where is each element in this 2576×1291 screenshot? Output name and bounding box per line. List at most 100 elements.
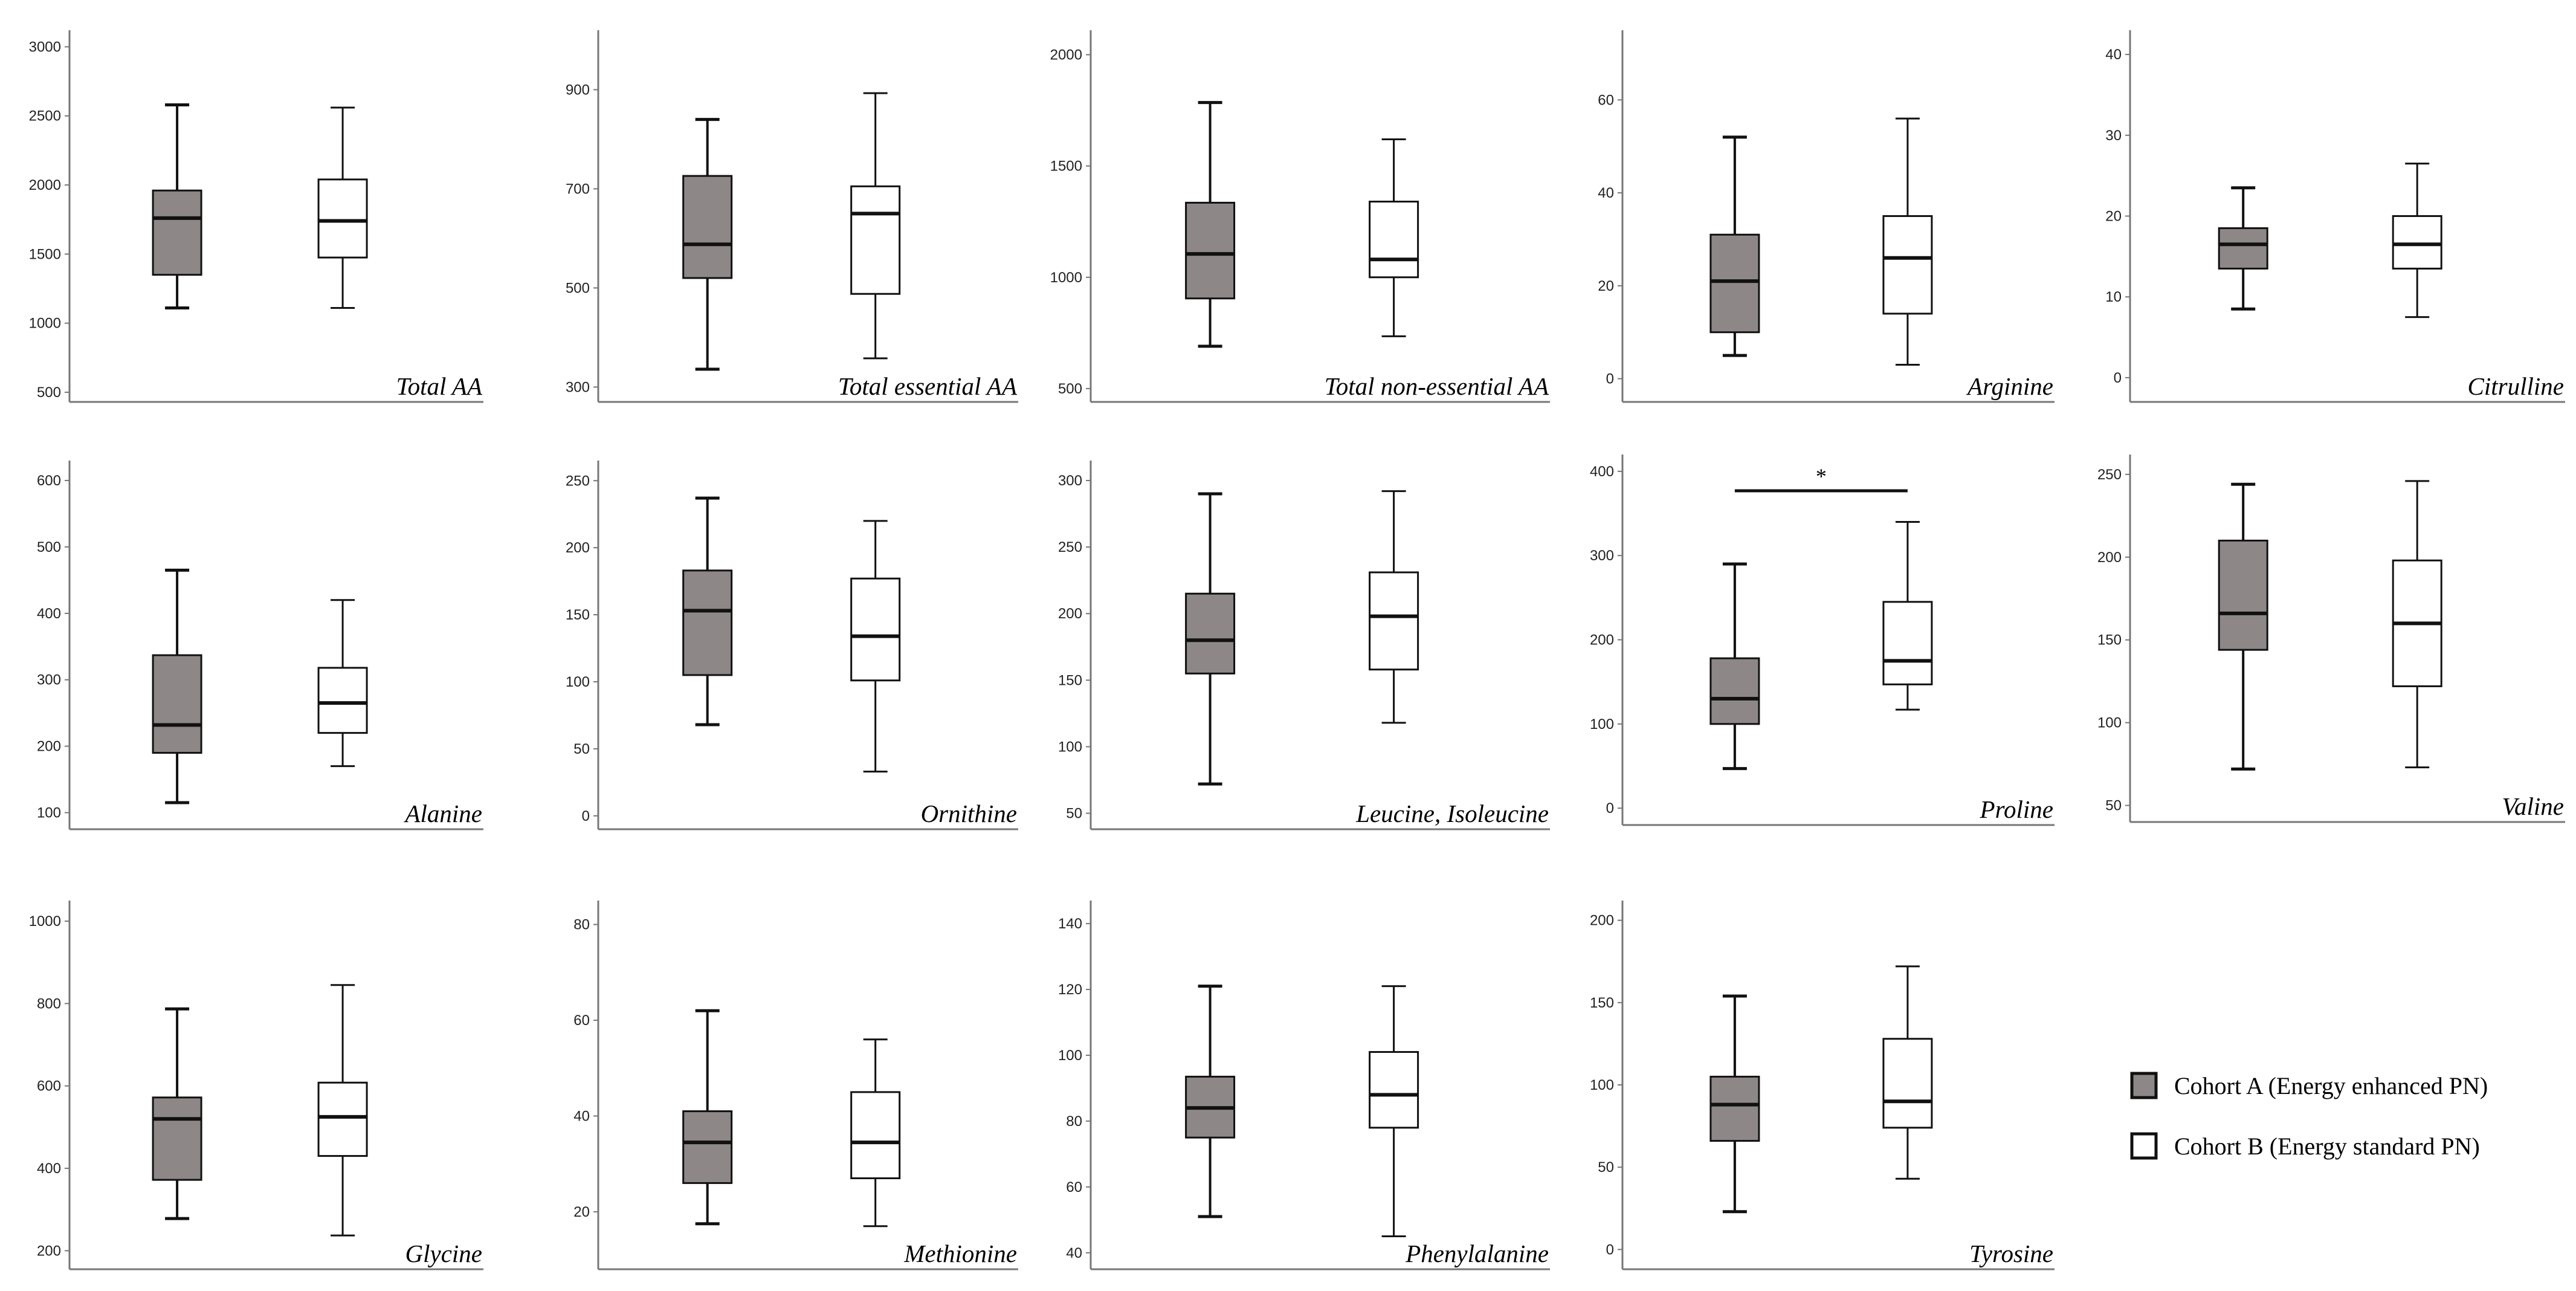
box-iqr xyxy=(682,175,733,279)
box-cohort-a xyxy=(1185,492,1236,786)
box-iqr xyxy=(1369,201,1419,279)
panel-ornithine: 0 50 100 150 200 250 Ornithine xyxy=(566,461,1018,830)
panel-title: Alanine xyxy=(403,800,482,827)
panel-title: Arginine xyxy=(1966,372,2053,400)
y-tick-label: 250 xyxy=(2097,467,2122,483)
y-tick-label: 40 xyxy=(1598,185,1614,201)
y-tick-label: 0 xyxy=(582,808,590,824)
y-tick-label: 500 xyxy=(566,280,590,296)
y-tick-label: 500 xyxy=(37,384,61,401)
y-tick-label: 100 xyxy=(2097,715,2122,731)
y-tick-label: 400 xyxy=(1590,464,1614,480)
y-tick-label: 150 xyxy=(1058,672,1082,688)
y-tick-label: 300 xyxy=(1590,548,1614,564)
y-tick-label: 100 xyxy=(566,674,590,690)
panel-title: Ornithine xyxy=(921,800,1017,827)
panel-total-aa: 500 1000 1500 2000 2500 3000 Total AA xyxy=(29,30,483,403)
y-tick-label: 200 xyxy=(2097,549,2122,566)
y-tick-label: 50 xyxy=(1598,1159,1614,1176)
y-tick-label: 400 xyxy=(37,1160,61,1177)
legend-swatch-cohort-b xyxy=(2130,1132,2158,1160)
y-tick-label: 40 xyxy=(573,1108,590,1124)
legend-swatch-cohort-a xyxy=(2130,1072,2158,1099)
y-tick-label: 0 xyxy=(1606,371,1614,387)
box-cohort-b xyxy=(850,520,901,773)
box-iqr xyxy=(152,189,202,276)
box-iqr xyxy=(1185,201,1236,300)
panel-alanine: 100 200 300 400 500 600 Alanine xyxy=(37,461,483,830)
y-tick-label: 3000 xyxy=(29,39,61,55)
y-tick-label: 100 xyxy=(1590,1077,1614,1093)
y-tick-label: 80 xyxy=(573,917,590,933)
y-tick-label: 100 xyxy=(1058,1047,1082,1064)
panel-title: Valine xyxy=(2502,792,2564,820)
y-tick-label: 0 xyxy=(1606,1241,1614,1258)
box-iqr xyxy=(1185,592,1236,675)
y-tick-label: 20 xyxy=(1598,278,1614,294)
panel-title: Total essential AA xyxy=(838,372,1018,400)
significance-label: * xyxy=(1816,464,1827,488)
box-iqr xyxy=(1709,657,1760,725)
box-cohort-b xyxy=(850,92,901,360)
box-cohort-a xyxy=(152,568,202,804)
box-iqr xyxy=(2392,215,2442,270)
box-iqr xyxy=(850,577,901,682)
y-tick-label: 500 xyxy=(37,539,61,555)
box-iqr xyxy=(152,654,202,754)
y-tick-label: 1000 xyxy=(29,315,61,332)
panel-title: Tyrosine xyxy=(1969,1240,2053,1267)
box-cohort-b xyxy=(317,599,368,768)
box-cohort-b xyxy=(1882,965,1933,1180)
box-cohort-b xyxy=(850,1038,901,1228)
box-iqr xyxy=(317,178,368,259)
panel-title: Total AA xyxy=(396,372,483,400)
box-cohort-b xyxy=(1882,117,1933,366)
y-tick-label: 200 xyxy=(37,1243,61,1259)
y-tick-label: 50 xyxy=(1066,806,1082,822)
y-tick-label: 100 xyxy=(1590,716,1614,733)
y-tick-label: 1500 xyxy=(29,246,61,262)
panel-title: Leucine, Isoleucine xyxy=(1355,800,1549,827)
box-iqr xyxy=(1882,1038,1933,1129)
panel-citrulline: 0 10 20 30 40 Citrulline xyxy=(2105,30,2565,403)
legend: Cohort A (Energy enhanced PN) Cohort B (E… xyxy=(2130,1072,2488,1160)
y-tick-label: 600 xyxy=(37,473,61,489)
box-iqr xyxy=(1882,215,1933,315)
panel-phenylalanine: 40 60 80 100 120 140 Phenylalanine xyxy=(1058,901,1550,1270)
y-tick-label: 30 xyxy=(2105,128,2122,144)
y-tick-label: 10 xyxy=(2105,289,2122,305)
y-tick-label: 300 xyxy=(37,672,61,688)
y-tick-label: 150 xyxy=(566,607,590,623)
box-cohort-b xyxy=(2392,480,2442,769)
panel-tyrosine: 0 50 100 150 200 Tyrosine xyxy=(1590,901,2055,1270)
box-iqr xyxy=(850,185,901,295)
box-cohort-a xyxy=(682,118,733,371)
legend-label-cohort-b: Cohort B (Energy standard PN) xyxy=(2174,1133,2480,1160)
y-tick-label: 60 xyxy=(1598,92,1614,108)
y-tick-label: 0 xyxy=(1606,800,1614,817)
panel-title: Methionine xyxy=(903,1240,1017,1267)
y-tick-label: 140 xyxy=(1058,916,1082,932)
box-cohort-a xyxy=(682,496,733,726)
box-cohort-b xyxy=(1369,985,1419,1238)
y-tick-label: 250 xyxy=(1058,539,1082,555)
box-cohort-b xyxy=(317,106,368,309)
y-tick-label: 150 xyxy=(2097,632,2122,649)
box-iqr xyxy=(682,1110,733,1184)
y-tick-label: 2000 xyxy=(29,177,61,193)
box-iqr xyxy=(317,1081,368,1157)
y-tick-label: 2500 xyxy=(29,108,61,125)
y-tick-label: 20 xyxy=(2105,209,2122,225)
y-tick-label: 50 xyxy=(573,741,590,757)
y-tick-label: 80 xyxy=(1066,1113,1082,1130)
panel-leucine-isoleucine: 50 100 150 200 250 300 Leucine, Isoleucine xyxy=(1058,461,1550,830)
box-iqr xyxy=(317,667,368,734)
panel-title: Phenylalanine xyxy=(1405,1240,1549,1267)
y-tick-label: 60 xyxy=(1066,1179,1082,1196)
y-tick-label: 1500 xyxy=(1050,158,1082,175)
box-cohort-a xyxy=(1185,101,1236,348)
panel-proline: 0 100 200 300 400 * Proline xyxy=(1590,455,2055,826)
box-cohort-a xyxy=(682,1009,733,1226)
y-tick-label: 20 xyxy=(573,1204,590,1220)
y-tick-label: 200 xyxy=(1590,913,1614,929)
